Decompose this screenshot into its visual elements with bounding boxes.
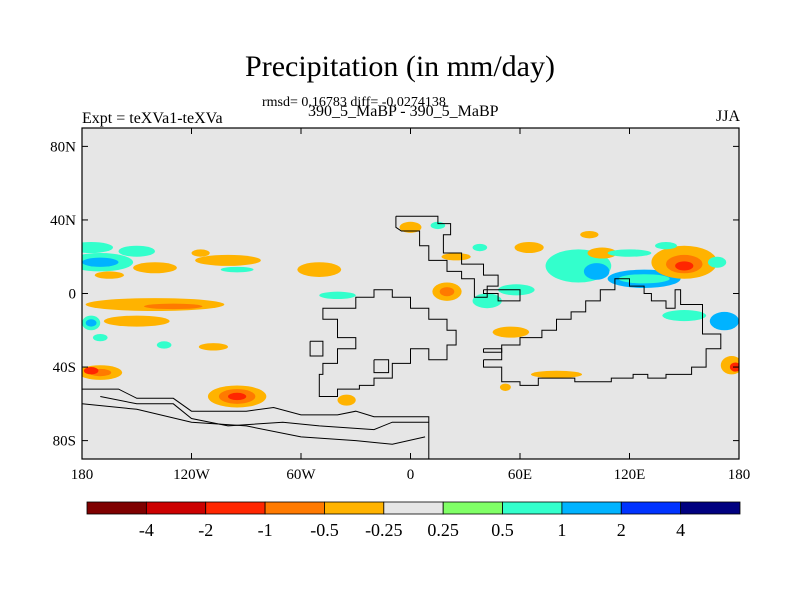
contour-patch [618, 274, 670, 284]
colorbar-label: 2 [617, 520, 626, 540]
x-tick-label: 180 [71, 467, 94, 483]
contour-patch [220, 266, 254, 273]
contour-patch [499, 383, 511, 391]
contour-patch [156, 341, 172, 349]
colorbar-box [205, 501, 266, 515]
contour-patch [709, 311, 739, 331]
contour-fill-layer [82, 221, 739, 408]
contour-patch [655, 242, 677, 250]
chart-subtitle: 390_5_MaBP - 390_5_MaBP [308, 103, 499, 120]
x-tick-label: 60E [508, 467, 532, 483]
contour-patch [85, 319, 97, 327]
contour-patch [82, 242, 114, 254]
continent-outline [100, 396, 429, 431]
contour-patch [441, 253, 471, 261]
x-tick-label: 60W [286, 467, 316, 483]
colorbar-label: -0.5 [310, 520, 339, 540]
contour-patch [662, 310, 707, 322]
y-tick-label: 80S [53, 434, 76, 450]
colorbar-label: 0.25 [427, 520, 459, 540]
contour-patch [133, 262, 177, 274]
colorbar-label: -2 [198, 520, 213, 540]
contour-patch [675, 261, 694, 271]
contour-patch [472, 243, 488, 252]
colorbar-label: -0.25 [365, 520, 403, 540]
colorbar-box [620, 501, 682, 515]
contour-patch [92, 333, 108, 342]
contour-patch [191, 249, 210, 257]
x-tick-label: 120E [614, 467, 646, 483]
y-tick-label: 40N [50, 213, 76, 229]
contour-patch [118, 245, 155, 257]
colorbar-box [502, 501, 563, 515]
contour-patch [195, 254, 261, 266]
colorbar-box [561, 501, 622, 515]
continent-outline [483, 289, 521, 302]
colorbar-label: -4 [139, 520, 154, 540]
colorbar-box [264, 501, 325, 515]
experiment-label: Expt = teXVa1-teXVa [82, 110, 223, 127]
contour-patch [103, 315, 170, 327]
contour-patch [297, 262, 342, 277]
contour-patch [587, 247, 617, 259]
colorbar-box [442, 501, 503, 515]
colorbar-label: -1 [258, 520, 273, 540]
colorbar-label: 4 [676, 520, 685, 540]
colorbar-label: 1 [557, 520, 566, 540]
colorbar-label: 0.5 [491, 520, 514, 540]
contour-patch [198, 343, 228, 351]
y-tick-label: 0 [69, 287, 77, 303]
contour-patch [82, 257, 119, 267]
y-tick-label: 80N [50, 139, 76, 155]
contour-patch [319, 291, 356, 300]
rmsd-diff-stats: rmsd= 0.16783 diff= -0.0274138 [262, 95, 446, 110]
contour-patch [530, 370, 583, 379]
colorbar-box [324, 501, 385, 515]
continent-outline [483, 278, 722, 386]
contour-patch [707, 256, 727, 268]
contour-patch [607, 249, 652, 257]
x-tick-label: 120W [173, 467, 211, 483]
contour-patch [580, 230, 599, 239]
continent-outline [373, 359, 390, 374]
x-tick-label: 180 [728, 467, 751, 483]
map-background [82, 128, 739, 459]
contour-patch [514, 242, 544, 254]
contour-patch [144, 303, 203, 310]
continent-outline [82, 403, 426, 445]
continent-outline [309, 340, 324, 357]
contour-patch [337, 394, 356, 406]
contour-patch [492, 326, 530, 338]
colorbar: -4 -2 -1 -0.5 -0.25 0.25 0.5 1 2 4 [86, 501, 741, 540]
contour-patch [83, 367, 99, 375]
chart-title: Precipitation (in mm/day) [245, 50, 555, 83]
season-label: JJA [716, 108, 741, 125]
axis-ticks: 180 120W 60W 0 60E 120E 180 80N 40N 0 40S 80S [50, 128, 750, 483]
contour-patch [583, 263, 610, 280]
contour-patch [228, 392, 247, 401]
continent-outline [318, 289, 457, 397]
colorbar-box [383, 501, 444, 515]
continent-outline [82, 388, 430, 459]
y-tick-label: 40S [53, 360, 76, 376]
continent-outline [395, 215, 499, 298]
colorbar-box [86, 501, 147, 515]
continent-outline-layer [82, 215, 722, 459]
contour-patch [94, 271, 124, 279]
contour-patch [399, 221, 422, 233]
colorbar-box [680, 501, 741, 515]
x-tick-label: 0 [407, 467, 415, 483]
colorbar-box [145, 501, 207, 515]
contour-patch [439, 287, 455, 297]
